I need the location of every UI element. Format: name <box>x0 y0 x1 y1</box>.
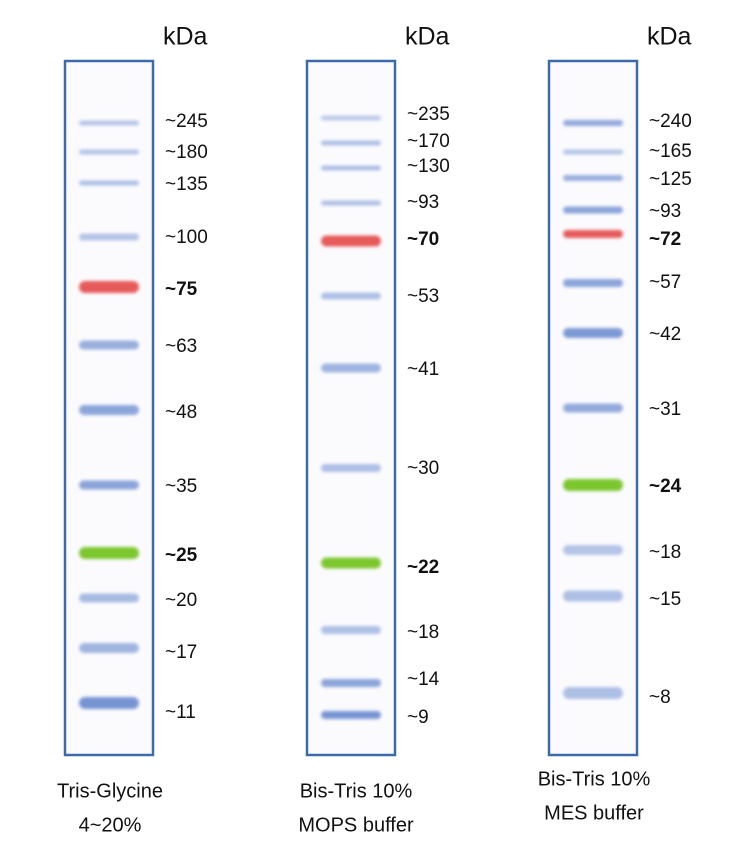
lane-caption: Bis-Tris 10% <box>538 768 651 790</box>
marker-label: ~70 <box>407 229 439 250</box>
marker-label: ~20 <box>165 590 197 611</box>
marker-label: ~11 <box>165 702 196 723</box>
marker-label: ~48 <box>165 402 197 423</box>
band <box>79 180 139 186</box>
marker-label: ~15 <box>649 589 681 610</box>
lane: kDa ~235 ~170 ~130 ~93 ~70 ~53 ~41 ~30 ~22 ~18 ~14 ~… <box>298 23 449 837</box>
marker-label: ~24 <box>649 476 682 497</box>
band <box>79 233 139 241</box>
band <box>79 120 139 126</box>
lane-caption: MOPS buffer <box>298 814 414 836</box>
marker-label: ~17 <box>165 642 197 663</box>
unit-label: kDa <box>647 23 692 51</box>
band <box>563 279 623 287</box>
marker-label: ~125 <box>649 169 692 190</box>
marker-label: ~35 <box>165 476 197 497</box>
band <box>563 403 623 413</box>
marker-label: ~93 <box>649 201 681 222</box>
marker-label: ~22 <box>407 557 439 578</box>
band <box>563 687 623 699</box>
marker-label: ~18 <box>649 542 681 563</box>
band <box>563 120 623 126</box>
marker-label: ~75 <box>165 279 198 300</box>
band <box>321 140 381 146</box>
lane-caption: Bis-Tris 10% <box>300 780 413 802</box>
lane-caption: Tris-Glycine <box>57 780 163 802</box>
marker-label: ~9 <box>407 707 429 728</box>
band <box>563 479 623 491</box>
band <box>563 149 623 155</box>
band <box>321 679 381 687</box>
marker-label: ~8 <box>649 687 671 708</box>
marker-label: ~72 <box>649 229 681 250</box>
marker-label: ~130 <box>407 156 450 177</box>
marker-label: ~18 <box>407 622 439 643</box>
lane: kDa ~245 ~180 ~135 ~100 ~75 ~63 ~48 ~35 ~25 ~20 ~17… <box>57 23 208 837</box>
band <box>79 697 139 709</box>
unit-label: kDa <box>163 23 208 51</box>
band <box>321 626 381 634</box>
unit-label: kDa <box>405 23 450 51</box>
band <box>79 593 139 603</box>
band <box>321 200 381 206</box>
marker-label: ~240 <box>649 111 692 132</box>
marker-label: ~30 <box>407 458 439 479</box>
marker-label: ~25 <box>165 545 198 566</box>
band <box>321 464 381 472</box>
band <box>79 405 139 415</box>
marker-label: ~165 <box>649 141 692 162</box>
marker-label: ~100 <box>165 227 208 248</box>
marker-label: ~14 <box>407 669 440 690</box>
band <box>563 328 623 338</box>
marker-label: ~180 <box>165 142 208 163</box>
band <box>563 175 623 181</box>
lane-caption: MES buffer <box>544 802 644 824</box>
marker-label: ~235 <box>407 104 450 125</box>
band <box>79 480 139 490</box>
band <box>321 165 381 171</box>
gel-lane <box>305 59 397 757</box>
band <box>321 292 381 300</box>
band <box>79 149 139 155</box>
marker-label: ~170 <box>407 131 450 152</box>
marker-label: ~42 <box>649 324 681 345</box>
band <box>563 230 623 238</box>
band <box>321 557 381 569</box>
band <box>79 281 139 293</box>
band <box>79 340 139 350</box>
band <box>79 643 139 653</box>
band <box>563 206 623 214</box>
marker-label: ~245 <box>165 111 208 132</box>
marker-label: ~63 <box>165 336 197 357</box>
marker-label: ~31 <box>649 399 681 420</box>
band <box>563 590 623 602</box>
lane: kDa ~240 ~165 ~125 ~93 ~72 ~57 ~42 ~31 ~24 ~18 ~15 ~… <box>538 23 692 825</box>
band <box>321 711 381 719</box>
marker-label: ~57 <box>649 272 681 293</box>
band <box>79 547 139 559</box>
lane-caption: 4~20% <box>79 814 142 836</box>
band <box>563 545 623 555</box>
band <box>321 115 381 121</box>
marker-label: ~41 <box>407 359 439 380</box>
band <box>321 363 381 373</box>
band <box>321 235 381 247</box>
marker-label: ~135 <box>165 174 208 195</box>
marker-label: ~53 <box>407 286 439 307</box>
marker-label: ~93 <box>407 192 439 213</box>
